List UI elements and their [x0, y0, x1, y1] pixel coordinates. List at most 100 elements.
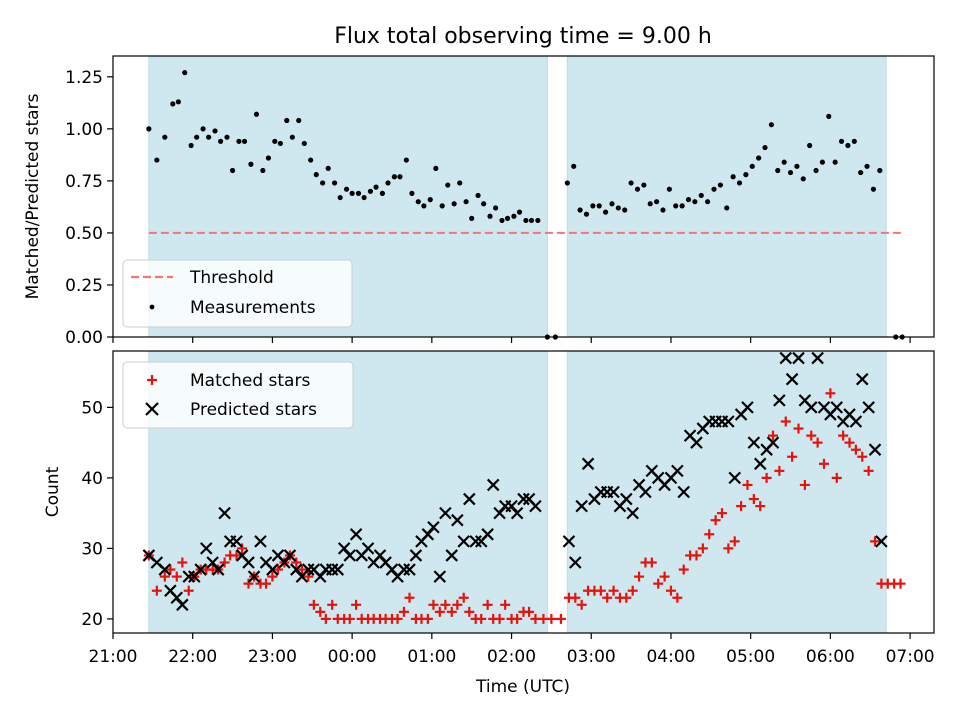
predicted-point-b: [651, 471, 665, 485]
measurement-point: [433, 165, 439, 171]
predicted-point-b: [373, 549, 387, 562]
predicted-point-b: [271, 549, 285, 562]
bottom-observing-windows: [148, 350, 887, 634]
predicted-point: [766, 436, 780, 449]
legend-matched-label: Matched stars: [190, 371, 310, 391]
matched-point: [351, 599, 362, 610]
predicted-point-b: [792, 351, 805, 365]
predicted-point-b: [343, 549, 357, 562]
measurement-point: [301, 140, 307, 147]
matched-point: [806, 430, 817, 441]
predicted-point-b: [875, 535, 888, 548]
predicted-point-b: [517, 492, 530, 506]
measurement-point: [451, 201, 457, 207]
predicted-point: [158, 563, 172, 576]
x-tick-label: 01:00: [407, 647, 456, 667]
x-tick-label: 23:00: [248, 647, 297, 667]
bottom-legend-box: [122, 361, 354, 429]
predicted-point-b: [766, 436, 780, 449]
measurement-point: [253, 111, 260, 117]
matched-point: [404, 592, 415, 603]
matched-point: [659, 571, 670, 582]
predicted-point-b: [510, 506, 524, 520]
top-y-axis-label: Matched/Predicted stars: [23, 93, 43, 299]
matched-point: [812, 437, 823, 448]
predicted-point-b: [218, 506, 231, 520]
predicted-point-b: [397, 563, 411, 576]
matched-point: [183, 585, 194, 596]
measurement-point: [705, 199, 711, 205]
predicted-point: [283, 549, 297, 562]
predicted-point-b: [379, 556, 392, 569]
measurement-point: [826, 113, 832, 119]
predicted-point-b: [259, 556, 273, 569]
matched-point: [440, 599, 451, 610]
measurement-point: [146, 126, 152, 132]
predicted-point-b: [463, 492, 476, 506]
matched-point: [243, 578, 254, 589]
y-tick-label: 0.50: [65, 224, 103, 244]
measurement-point: [787, 169, 794, 176]
measurement-point: [615, 205, 621, 211]
y-tick-label: 40: [81, 469, 103, 489]
matched-stars-points: [143, 388, 906, 624]
predicted-point-b: [728, 471, 742, 485]
matched-point: [799, 479, 810, 490]
measurement-point: [717, 182, 723, 188]
measurement-point: [194, 134, 200, 140]
x-tick-label: 00:00: [328, 647, 377, 667]
predicted-point: [855, 372, 869, 386]
measurement-point: [516, 209, 523, 215]
matched-point: [494, 613, 505, 624]
y-tick-label: 1.25: [65, 68, 103, 88]
predicted-point-b: [505, 499, 518, 513]
measurement-point: [385, 180, 391, 186]
measurement-point: [331, 180, 338, 186]
predicted-point: [469, 535, 482, 548]
measurement-point: [634, 186, 641, 192]
matched-point: [767, 430, 778, 441]
predicted-point: [302, 563, 315, 576]
matched-point: [704, 529, 715, 540]
x-tick-label: 06:00: [806, 647, 855, 667]
predicted-point: [361, 542, 375, 555]
measurement-point: [391, 174, 397, 180]
measurement-point: [325, 165, 331, 171]
matched-point: [678, 564, 689, 575]
measurement-point: [224, 134, 230, 140]
predicted-point: [569, 556, 582, 569]
matched-point: [780, 416, 791, 427]
measurement-point: [596, 203, 602, 209]
top-panel: 0.00 0.25 0.50 0.75 1.00 1.25 Matched/Predict…: [23, 55, 935, 348]
measurement-point: [349, 190, 355, 196]
matched-point: [320, 613, 331, 624]
measurement-point: [154, 157, 160, 163]
measurement-point: [277, 140, 283, 147]
predicted-point: [266, 563, 279, 576]
predicted-point: [811, 351, 824, 365]
measurement-point: [265, 155, 272, 161]
predicted-point-b: [176, 598, 189, 612]
matched-point: [716, 508, 727, 519]
measurement-point: [355, 190, 362, 196]
predicted-point-b: [677, 485, 690, 499]
predicted-point: [677, 485, 690, 499]
predicted-point-b: [211, 563, 225, 576]
measurement-point: [445, 182, 451, 188]
measurement-point: [775, 167, 781, 174]
legend-plus: [147, 375, 157, 385]
predicted-point-b: [242, 556, 255, 569]
measurement-point: [711, 186, 717, 192]
predicted-point-b: [581, 457, 595, 471]
matched-point: [392, 613, 403, 624]
predicted-point: [639, 485, 652, 499]
top-x-ticks: [112, 337, 911, 343]
measurement-point: [469, 215, 475, 221]
predicted-point: [254, 535, 267, 548]
legend-measurements-swatch: [149, 304, 155, 310]
bottom-panel: 20 30 40 50 21:00 22:00 23:00 00:00 01:00 02:00 0…: [43, 350, 935, 697]
measurement-point: [794, 163, 800, 169]
matched-point: [303, 571, 314, 582]
predicted-point-b: [779, 351, 793, 365]
predicted-point-b: [427, 520, 440, 534]
